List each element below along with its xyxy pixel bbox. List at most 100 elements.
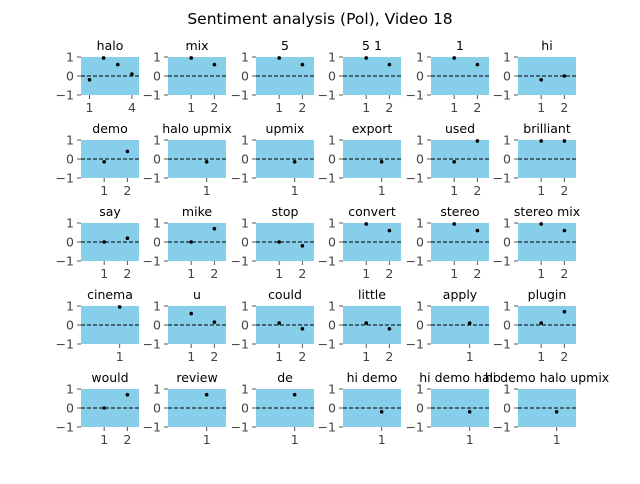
y-tick-label: 0 — [241, 152, 249, 167]
x-tick-label: 2 — [385, 100, 393, 115]
data-point — [452, 222, 457, 226]
y-tick-label: 0 — [503, 401, 511, 416]
x-tick-label: 1 — [203, 183, 211, 198]
y-tick-label: −1 — [56, 171, 74, 186]
data-point — [189, 311, 193, 316]
y-tick-label: −1 — [56, 254, 74, 269]
y-tick-label: 0 — [241, 69, 249, 84]
x-tick-label: 2 — [123, 183, 131, 198]
y-tick-label: 1 — [503, 133, 511, 148]
x-tick-label: 2 — [298, 266, 306, 281]
y-tick-label: 0 — [416, 318, 424, 333]
y-tick-label: −1 — [406, 171, 424, 186]
x-tick-label: 1 — [378, 432, 386, 447]
y-tick-label: 0 — [416, 69, 424, 84]
x-tick-label: 1 — [537, 100, 545, 115]
y-tick-label: 1 — [66, 133, 74, 148]
data-point — [539, 139, 543, 143]
panel-title: would — [91, 370, 128, 385]
y-tick-label: −1 — [406, 420, 424, 435]
y-tick-label: −1 — [406, 337, 424, 352]
y-tick-label: 1 — [153, 133, 161, 148]
x-tick-label: 1 — [450, 183, 458, 198]
y-tick-label: −1 — [318, 88, 336, 103]
data-point — [539, 321, 543, 325]
data-point — [117, 305, 122, 309]
data-point — [130, 72, 134, 76]
data-point — [300, 244, 305, 248]
y-tick-label: −1 — [231, 171, 249, 186]
panel-title: hi — [541, 38, 552, 53]
y-tick-label: −1 — [493, 88, 511, 103]
y-tick-label: 0 — [241, 401, 249, 416]
chart-panel: hi demo halo −1 0 1 1 — [406, 370, 501, 447]
y-tick-label: −1 — [231, 88, 249, 103]
data-point — [364, 321, 369, 325]
data-point — [125, 236, 130, 240]
y-tick-label: −1 — [318, 420, 336, 435]
chart-panel: upmix −1 0 1 1 — [231, 121, 314, 198]
y-tick-label: −1 — [231, 337, 249, 352]
x-tick-label: 2 — [123, 432, 131, 447]
data-point — [379, 160, 384, 164]
x-tick-label: 1 — [275, 266, 283, 281]
data-point — [364, 222, 369, 226]
panel-title: hi demo halo upmix — [485, 370, 609, 385]
panel-title: little — [358, 287, 386, 302]
x-tick-label: 1 — [537, 183, 545, 198]
data-point — [212, 62, 217, 67]
data-point — [115, 62, 120, 67]
y-tick-label: −1 — [143, 88, 161, 103]
y-tick-label: 1 — [503, 382, 511, 397]
x-tick-label: 1 — [537, 266, 545, 281]
panel-title: could — [268, 287, 302, 302]
data-point — [102, 240, 106, 244]
x-tick-label: 1 — [275, 349, 283, 364]
data-point — [277, 321, 282, 325]
y-tick-label: 0 — [153, 235, 161, 250]
y-tick-label: −1 — [143, 254, 161, 269]
data-point — [475, 139, 480, 143]
x-tick-label: 1 — [291, 183, 299, 198]
x-tick-label: 1 — [187, 100, 195, 115]
y-tick-label: 1 — [66, 299, 74, 314]
data-point — [204, 160, 209, 164]
panel-title: stereo mix — [514, 204, 580, 219]
data-point — [87, 78, 92, 82]
y-tick-label: 1 — [416, 382, 424, 397]
y-tick-label: 1 — [241, 382, 249, 397]
x-tick-label: 1 — [553, 432, 561, 447]
x-tick-label: 2 — [473, 266, 481, 281]
data-point — [212, 226, 217, 231]
x-tick-label: 1 — [466, 349, 474, 364]
panel-title: stop — [272, 204, 299, 219]
y-tick-label: 0 — [416, 152, 424, 167]
panel-title: hi demo — [347, 370, 398, 385]
y-tick-label: 1 — [503, 216, 511, 231]
y-tick-label: −1 — [318, 337, 336, 352]
y-tick-label: 0 — [503, 235, 511, 250]
panel-title: brilliant — [523, 121, 571, 136]
panel-title: u — [193, 287, 201, 302]
data-point — [452, 56, 457, 60]
y-tick-label: 1 — [66, 382, 74, 397]
y-tick-label: 1 — [241, 216, 249, 231]
panel-title: plugin — [528, 287, 567, 302]
data-point — [475, 62, 480, 67]
data-point — [562, 309, 567, 314]
y-tick-label: −1 — [406, 254, 424, 269]
y-tick-label: 0 — [153, 318, 161, 333]
y-tick-label: −1 — [56, 337, 74, 352]
x-tick-label: 4 — [128, 100, 136, 115]
x-tick-label: 1 — [100, 432, 108, 447]
